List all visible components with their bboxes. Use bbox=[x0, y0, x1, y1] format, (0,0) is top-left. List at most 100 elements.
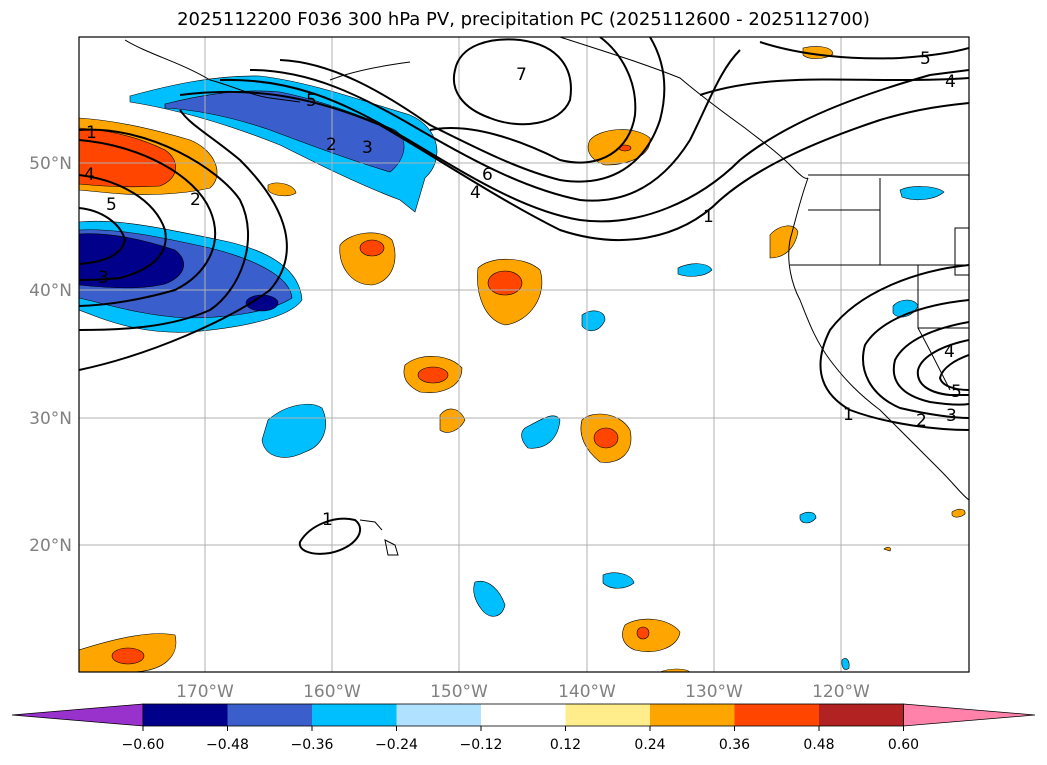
contour-se-5 bbox=[938, 354, 969, 391]
neg-blob-3 bbox=[581, 310, 606, 332]
lat-labels: 50°N 40°N 30°N 20°N bbox=[29, 154, 72, 556]
neg-blob-7 bbox=[899, 186, 945, 201]
map-area: 1 4 5 2 3 2 3 5 6 4 7 5 4 1 1 4 5 3 2 1 bbox=[79, 37, 969, 672]
colorbar-tick-label: −0.48 bbox=[206, 737, 249, 753]
pv-contours bbox=[79, 37, 969, 555]
lat-label: 40°N bbox=[29, 281, 72, 301]
west-coast bbox=[788, 177, 969, 501]
contour-jet-4 bbox=[279, 37, 666, 183]
contour-w4 bbox=[79, 207, 127, 265]
contour-label: 1 bbox=[843, 405, 854, 425]
contour-label: 1 bbox=[322, 510, 333, 530]
contour-w2 bbox=[79, 139, 216, 307]
contour-ne-4 bbox=[699, 77, 969, 96]
neg-blob-9 bbox=[799, 511, 817, 524]
neg-blob-5 bbox=[473, 580, 506, 617]
pos-blob-14 bbox=[883, 546, 891, 552]
contour-sw-1 bbox=[298, 517, 361, 555]
contour-w3 bbox=[79, 174, 167, 281]
lon-labels: 170°W 160°W 150°W 140°W 130°W 120°W bbox=[176, 682, 870, 702]
colorbar-segment bbox=[819, 704, 904, 726]
colorbar-segment bbox=[650, 704, 735, 726]
contour-jet-1 bbox=[179, 90, 969, 241]
colorbar-tick-label: −0.60 bbox=[122, 737, 165, 753]
contour-se-4 bbox=[916, 339, 969, 396]
pos-blob-9 bbox=[267, 182, 297, 197]
colorbar-segment bbox=[734, 704, 820, 726]
contour-se-3 bbox=[892, 321, 969, 406]
colorbar-segment bbox=[481, 704, 566, 726]
contour-label: 5 bbox=[106, 195, 117, 215]
colorbar-segment bbox=[312, 704, 397, 726]
contour-label: 5 bbox=[951, 382, 962, 402]
contour-w1 bbox=[79, 128, 249, 331]
contour-labels: 1 4 5 2 3 2 3 5 6 4 7 5 4 1 1 4 5 3 2 1 bbox=[84, 49, 962, 530]
contour-label: 3 bbox=[362, 138, 373, 158]
colorbar-segment bbox=[143, 704, 228, 726]
contour-jet-2 bbox=[219, 69, 969, 223]
contour-label: 5 bbox=[306, 91, 317, 111]
contour-label: 2 bbox=[916, 411, 927, 431]
colorbar-tick-label: 0.24 bbox=[634, 737, 665, 753]
lon-label: 140°W bbox=[558, 682, 616, 702]
contour-label: 1 bbox=[703, 207, 714, 227]
lon-label: 120°W bbox=[812, 682, 870, 702]
colorbar-segment bbox=[227, 704, 313, 726]
contour-label: 1 bbox=[86, 123, 97, 143]
pos-core-3 bbox=[417, 366, 449, 384]
colorbar-tick-label: 0.48 bbox=[803, 737, 834, 753]
contour-se-outer bbox=[819, 264, 969, 431]
alaska-coast bbox=[124, 37, 809, 179]
pos-core-2 bbox=[487, 270, 523, 296]
colorbar-tick-label: 0.12 bbox=[550, 737, 581, 753]
state-borders bbox=[790, 178, 969, 391]
contour-label: 6 bbox=[482, 165, 493, 185]
contour-big bbox=[79, 109, 288, 371]
lon-label: 130°W bbox=[685, 682, 743, 702]
contour-label: 2 bbox=[326, 135, 337, 155]
chart-title: 2025112200 F036 300 hPa PV, precipitatio… bbox=[177, 9, 870, 30]
pos-blob-13 bbox=[951, 508, 966, 518]
contour-label: 2 bbox=[190, 190, 201, 210]
neg-blob-2 bbox=[521, 415, 561, 449]
pos-core-11 bbox=[111, 647, 145, 665]
contour-jet-5 bbox=[429, 37, 637, 164]
colorbar: −0.60 −0.48 −0.36 −0.24 −0.12 0.12 0.24 0.36 0.4… bbox=[11, 703, 1036, 753]
lat-label: 50°N bbox=[29, 154, 72, 174]
colorbar-tick-label: −0.36 bbox=[291, 737, 334, 753]
coastlines bbox=[124, 37, 969, 556]
pos-core-10 bbox=[636, 626, 650, 640]
contour-label: 7 bbox=[516, 65, 527, 85]
neg-region-west-core bbox=[79, 233, 184, 289]
contour-7-ring bbox=[452, 38, 572, 126]
pos-blob-7 bbox=[769, 225, 799, 259]
contour-label: 4 bbox=[470, 183, 481, 203]
lon-label: 170°W bbox=[176, 682, 234, 702]
contour-label: 3 bbox=[946, 406, 957, 426]
map-frame bbox=[78, 36, 970, 673]
contour-label: 3 bbox=[98, 268, 109, 288]
contour-se-2 bbox=[862, 299, 969, 419]
contour-label: 4 bbox=[84, 165, 95, 185]
pos-blob-10 bbox=[622, 618, 681, 652]
contour-label: 5 bbox=[920, 49, 931, 69]
lat-label: 30°N bbox=[29, 409, 72, 429]
colorbar-tick-label: −0.24 bbox=[375, 737, 418, 753]
colorbar-segment bbox=[396, 704, 482, 726]
colorbar-segment bbox=[565, 704, 651, 726]
colorbar-tick-label: 0.60 bbox=[888, 737, 919, 753]
contour-label: 4 bbox=[945, 72, 956, 92]
colorbar-extend-max bbox=[903, 703, 1036, 727]
neg-blob-10 bbox=[841, 658, 850, 670]
gridlines bbox=[79, 37, 969, 672]
pos-core-5 bbox=[593, 427, 619, 449]
lon-label: 150°W bbox=[430, 682, 488, 702]
hawaii bbox=[359, 519, 399, 556]
contour-label: 4 bbox=[944, 342, 955, 362]
pos-core-1 bbox=[359, 239, 385, 257]
colorbar-tick-label: 0.36 bbox=[719, 737, 750, 753]
contour-jet-3 bbox=[249, 49, 741, 202]
colorbar-tick-label: −0.12 bbox=[460, 737, 503, 753]
colorbar-frame bbox=[142, 703, 904, 727]
